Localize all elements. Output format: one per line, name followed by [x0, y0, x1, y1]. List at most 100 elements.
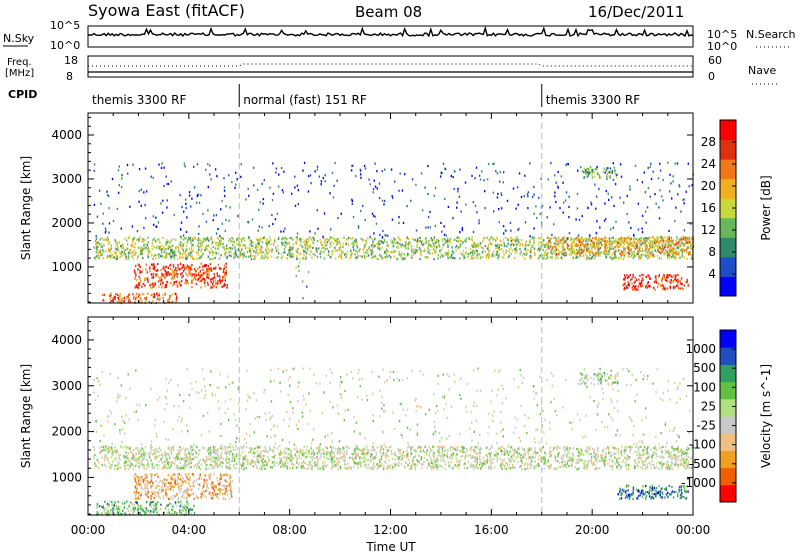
- echo-cell: [304, 239, 306, 242]
- echo-cell: [282, 255, 284, 258]
- echo-cell: [499, 457, 502, 460]
- echo-cell: [382, 241, 384, 245]
- echo-cell: [568, 452, 570, 455]
- echo-cell: [671, 197, 673, 200]
- echo-cell: [598, 243, 600, 247]
- echo-cell: [235, 249, 237, 252]
- echo-cell: [595, 239, 597, 242]
- echo-cell: [118, 295, 120, 298]
- echo-cell: [457, 240, 460, 243]
- echo-cell: [309, 230, 311, 233]
- echo-cell: [492, 461, 494, 464]
- echo-cell: [606, 177, 608, 180]
- cpid-segments: themis 3300 RF normal (fast) 151 RF themis…: [92, 84, 640, 107]
- echo-cell: [134, 271, 136, 274]
- echo-cell: [386, 241, 388, 244]
- echo-cell: [203, 237, 205, 240]
- echo-cell: [232, 247, 234, 250]
- echo-cell: [598, 238, 600, 241]
- echo-cell: [240, 163, 242, 166]
- echo-cell: [478, 253, 481, 256]
- echo-cell: [99, 238, 101, 241]
- echo-cell: [255, 244, 258, 247]
- echo-cell: [423, 248, 426, 251]
- echo-cell: [168, 273, 170, 276]
- echo-cell: [152, 272, 155, 275]
- echo-cell: [205, 264, 207, 267]
- echo-cell: [584, 246, 586, 249]
- echo-cell: [672, 249, 674, 252]
- echo-cell: [339, 249, 341, 252]
- echo-cell: [503, 232, 505, 235]
- echo-cell: [102, 257, 105, 260]
- echo-cell: [229, 238, 231, 241]
- echo-cell: [604, 247, 606, 250]
- echo-cell: [214, 247, 217, 250]
- echo-cell: [655, 453, 658, 456]
- echo-cell: [387, 244, 389, 247]
- echo-cell: [583, 464, 585, 467]
- echo-cell: [544, 244, 547, 247]
- echo-cell: [103, 244, 105, 247]
- echo-cell: [359, 448, 361, 452]
- echo-cell: [648, 277, 651, 280]
- echo-cell: [355, 456, 357, 459]
- echo-cell: [621, 237, 624, 240]
- echo-cell: [97, 461, 100, 464]
- echo-cell: [107, 451, 110, 454]
- echo-cell: [248, 451, 250, 454]
- echo-cell: [263, 450, 266, 453]
- echo-cell: [169, 267, 172, 271]
- echo-cell: [122, 243, 124, 246]
- echo-cell: [362, 447, 365, 450]
- echo-cell: [658, 282, 660, 285]
- echo-cell: [330, 228, 332, 231]
- echo-cell: [127, 463, 130, 466]
- echo-cell: [505, 251, 507, 254]
- echo-cell: [499, 248, 501, 251]
- echo-cell: [517, 448, 519, 451]
- echo-cell: [239, 254, 242, 257]
- echo-cell: [197, 258, 199, 261]
- echo-cell: [625, 239, 627, 242]
- echo-cell: [157, 238, 160, 241]
- echo-cell: [236, 238, 238, 241]
- echo-cell: [179, 461, 181, 464]
- echo-cell: [345, 467, 347, 470]
- echo-cell: [103, 293, 105, 296]
- echo-cell: [305, 244, 307, 247]
- echo-cell: [562, 251, 564, 254]
- echo-cell: [429, 210, 431, 213]
- echo-cell: [500, 193, 503, 196]
- echo-cell: [116, 468, 119, 471]
- echo-cell: [224, 273, 227, 276]
- echo-cell: [174, 301, 177, 304]
- echo-cell: [195, 251, 198, 254]
- echo-cell: [386, 255, 388, 258]
- echo-cell: [425, 241, 428, 244]
- echo-cell: [659, 162, 661, 165]
- echo-cell: [524, 244, 527, 247]
- echo-cell: [470, 447, 472, 450]
- echo-cell: [201, 243, 203, 247]
- echo-cell: [175, 300, 178, 303]
- echo-cell: [688, 185, 690, 188]
- echo-cell: [340, 251, 343, 254]
- echo-cell: [95, 241, 98, 244]
- echo-cell: [498, 208, 500, 211]
- echo-cell: [224, 271, 226, 274]
- echo-cell: [125, 239, 128, 242]
- echo-cell: [517, 461, 519, 464]
- echo-cell: [427, 243, 430, 246]
- echo-cell: [372, 188, 375, 191]
- echo-cell: [509, 221, 512, 224]
- echo-cell: [669, 173, 671, 176]
- echo-cell: [149, 270, 151, 273]
- power-echo-cells: [93, 161, 695, 305]
- echo-cell: [229, 246, 232, 250]
- echo-cell: [452, 448, 455, 451]
- echo-cell: [370, 244, 373, 247]
- echo-cell: [346, 253, 348, 256]
- echo-cell: [543, 463, 545, 466]
- echo-cell: [157, 263, 159, 266]
